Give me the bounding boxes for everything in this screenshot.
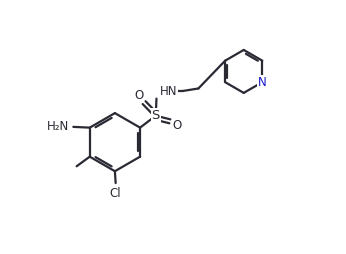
Text: N: N <box>258 76 267 89</box>
Text: HN: HN <box>160 85 177 98</box>
Text: O: O <box>135 89 144 102</box>
Text: O: O <box>172 119 182 132</box>
Text: S: S <box>152 109 160 122</box>
Text: H₂N: H₂N <box>47 120 70 133</box>
Text: Cl: Cl <box>110 187 121 200</box>
